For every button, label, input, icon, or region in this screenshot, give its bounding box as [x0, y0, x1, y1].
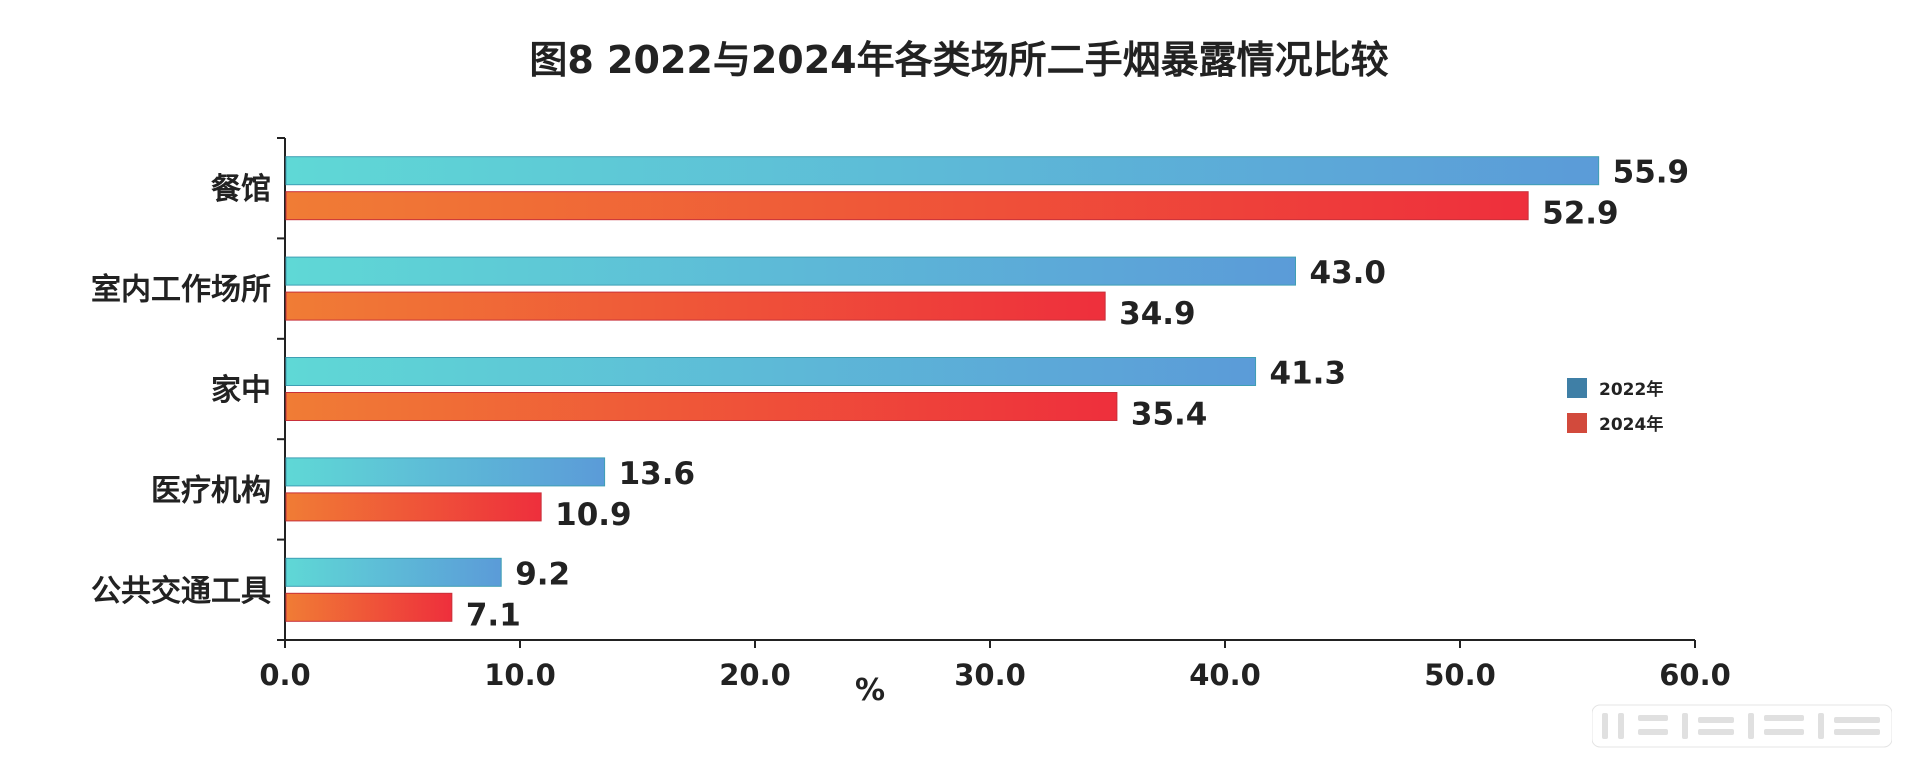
chart-title: 图8 2022与2024年各类场所二手烟暴露情况比较 [529, 38, 1388, 82]
x-tick-label: 20.0 [719, 658, 791, 692]
value-label-2022: 13.6 [619, 456, 696, 492]
bar-2022 [285, 457, 606, 487]
bar-2022 [285, 557, 502, 587]
watermark-logo [1592, 704, 1892, 748]
x-tick-label: 50.0 [1424, 658, 1496, 692]
value-label-2024: 7.1 [466, 597, 521, 633]
x-axis-label: % [855, 673, 885, 708]
value-label-2024: 10.9 [555, 497, 632, 533]
x-tick-label: 40.0 [1189, 658, 1261, 692]
value-label-2022: 41.3 [1270, 356, 1347, 392]
bar-2024 [285, 191, 1529, 221]
plot-area: 0.0 10.0 20.0 30.0 40.0 50.0 60.0 55.9 52.9 餐馆 43.… [91, 137, 1731, 692]
legend-swatch [1567, 413, 1587, 433]
bar-2022 [285, 357, 1257, 386]
category-label: 室内工作场所 [91, 273, 271, 308]
x-tick-label: 0.0 [259, 658, 310, 692]
value-label-2022: 9.2 [515, 556, 570, 592]
legend-label: 2024年 [1599, 414, 1663, 435]
category-label: 公共交通工具 [91, 574, 271, 609]
bar-2024 [285, 492, 542, 522]
legend-label: 2022年 [1599, 379, 1663, 400]
bar-2024 [285, 392, 1118, 421]
bar-2024 [285, 291, 1106, 321]
value-label-2022: 55.9 [1613, 155, 1690, 191]
bar-2024 [285, 592, 453, 622]
x-tick-label: 10.0 [484, 658, 556, 692]
value-label-2024: 52.9 [1542, 196, 1619, 232]
category-label: 医疗机构 [151, 473, 271, 508]
legend-swatch [1567, 378, 1587, 398]
value-label-2024: 35.4 [1131, 397, 1208, 433]
value-label-2022: 43.0 [1310, 255, 1387, 291]
bar-2022 [285, 256, 1296, 286]
x-tick-label: 30.0 [954, 658, 1026, 692]
value-label-2024: 34.9 [1119, 296, 1196, 332]
category-label: 家中 [211, 373, 271, 408]
x-tick-label: 60.0 [1659, 658, 1731, 692]
legend: 2022年 2024年 [1567, 378, 1663, 435]
category-label: 餐馆 [211, 172, 271, 207]
bar-2022 [285, 156, 1600, 186]
